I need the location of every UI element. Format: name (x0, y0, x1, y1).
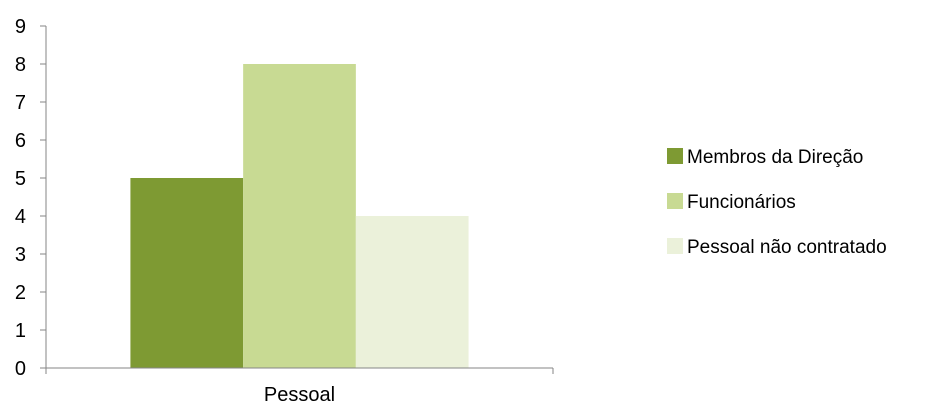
legend-swatch (667, 238, 683, 254)
y-axis-ticks: 0 1 2 3 4 5 6 7 8 9 (15, 16, 554, 380)
legend: Membros da Direção Funcionários Pessoal nã… (667, 147, 887, 258)
bar-2 (243, 64, 356, 368)
y-tick-label: 9 (15, 16, 26, 38)
bar-3 (355, 216, 469, 368)
legend-swatch (667, 148, 683, 164)
y-tick-label: 2 (15, 282, 26, 304)
bars-group (130, 64, 469, 368)
y-tick-label: 6 (15, 130, 26, 152)
bar-1 (130, 178, 244, 368)
legend-label: Funcionários (687, 192, 796, 213)
y-tick-label: 7 (15, 92, 26, 114)
y-tick-label: 3 (15, 244, 26, 266)
y-tick-label: 4 (15, 206, 26, 228)
x-axis-labels: Pessoal (264, 384, 335, 406)
axes-group (45, 26, 553, 369)
x-category-label: Pessoal (264, 384, 335, 406)
legend-label: Membros da Direção (687, 147, 863, 168)
y-tick-label: 1 (15, 320, 26, 342)
y-tick-label: 5 (15, 168, 26, 190)
y-tick-label: 8 (15, 54, 26, 76)
y-tick-label: 0 (15, 358, 26, 380)
legend-swatch (667, 193, 683, 209)
legend-label: Pessoal não contratado (687, 237, 887, 258)
